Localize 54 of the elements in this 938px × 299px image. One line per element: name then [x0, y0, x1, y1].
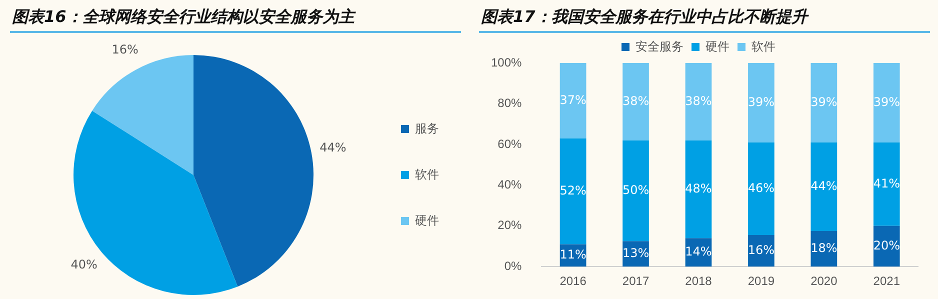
bar — [685, 63, 712, 140]
data-label: 18% — [810, 240, 838, 255]
data-label: 37% — [560, 92, 586, 107]
x-tick-label: 2019 — [748, 274, 775, 288]
y-tick-label: 20% — [498, 218, 522, 232]
bar — [810, 142, 838, 231]
data-label: 52% — [560, 183, 586, 198]
data-label: 41% — [873, 176, 900, 190]
bar — [622, 63, 649, 140]
data-label: 16% — [748, 242, 775, 257]
data-label: 48% — [685, 181, 712, 196]
y-tick-label: 60% — [498, 136, 522, 151]
y-tick-label: 100% — [490, 55, 522, 70]
bar — [622, 140, 649, 242]
data-label: 14% — [685, 244, 712, 258]
data-label: 38% — [622, 94, 650, 108]
x-tick-label: 2018 — [685, 274, 712, 288]
legend-label: 硬件 — [706, 39, 730, 54]
legend-label: 硬件 — [415, 213, 439, 228]
bar — [873, 63, 900, 142]
bar — [748, 142, 774, 236]
y-tick-label: 80% — [498, 96, 522, 110]
bar — [810, 63, 838, 142]
x-tick-label: 2021 — [873, 274, 900, 288]
data-label: 40% — [70, 258, 98, 272]
data-label: 20% — [873, 238, 900, 252]
legend-label: 安全服务 — [636, 39, 684, 54]
bar — [748, 63, 774, 142]
data-label: 39% — [873, 94, 900, 109]
data-label: 50% — [622, 182, 650, 197]
chart-title: 图表16：全球网络安全行业结构以安全服务为主 — [10, 6, 461, 33]
legend-label: 软件 — [415, 167, 439, 182]
bar — [685, 140, 712, 238]
bar — [560, 63, 586, 138]
data-label: 44% — [810, 178, 838, 193]
y-tick-label: 0% — [504, 258, 522, 273]
data-label: 39% — [748, 94, 775, 109]
bar — [873, 142, 900, 226]
data-label: 38% — [685, 94, 712, 108]
data-label: 16% — [112, 42, 138, 57]
data-label: 46% — [748, 180, 775, 195]
x-tick-label: 2020 — [810, 274, 838, 288]
data-label: 13% — [622, 246, 650, 260]
x-tick-label: 2016 — [560, 274, 587, 288]
data-label: 44% — [320, 140, 346, 155]
chart-title: 图表17：我国安全服务在行业中占比不断提升 — [479, 6, 930, 33]
legend-label: 服务 — [415, 121, 439, 136]
y-tick-label: 40% — [498, 177, 522, 192]
data-label: 39% — [810, 94, 838, 109]
bar — [560, 138, 586, 244]
legend-label: 软件 — [752, 39, 776, 54]
data-label: 11% — [560, 248, 586, 262]
x-tick-label: 2017 — [622, 274, 650, 288]
bar — [873, 226, 900, 267]
